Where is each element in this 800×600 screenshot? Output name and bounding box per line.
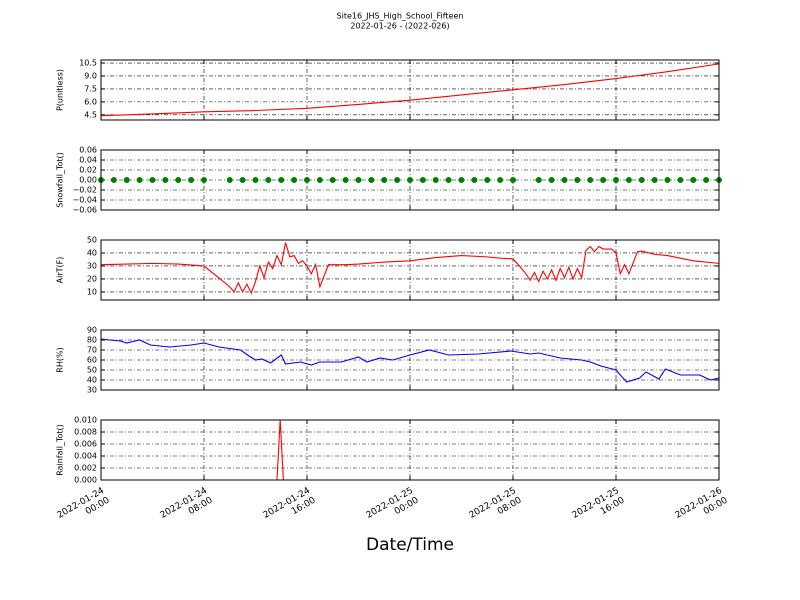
y-tick-label: 0.006 [74, 440, 97, 449]
data-point [175, 177, 182, 183]
data-point [278, 177, 285, 183]
data-point [329, 177, 336, 183]
data-point [484, 177, 491, 183]
data-point [613, 177, 619, 183]
panel-frame [100, 329, 720, 391]
data-point [368, 177, 375, 183]
data-point [561, 177, 568, 183]
y-tick-label: 60 [87, 356, 97, 365]
data-point [471, 177, 478, 183]
data-point [394, 177, 401, 183]
data-line [100, 63, 720, 117]
data-point [600, 177, 607, 183]
data-point [651, 177, 658, 183]
data-point [548, 177, 555, 183]
data-point [625, 177, 632, 183]
y-tick-label: 9.0 [84, 71, 97, 80]
data-point [291, 177, 298, 183]
data-point [188, 177, 195, 183]
data-point [201, 177, 207, 183]
y-tick-label: 70 [87, 346, 97, 355]
data-point [690, 177, 697, 183]
y-tick-label: 0.008 [74, 428, 97, 437]
y-tick-label: 30 [87, 386, 97, 395]
chart-title: Site16_JHS_High_School_Fifteen [337, 12, 464, 21]
y-tick-label: 50 [87, 366, 97, 375]
y-tick-label: 0.000 [74, 476, 97, 485]
y-tick-label: 0.02 [79, 166, 97, 175]
y-tick-label: 80 [87, 336, 97, 345]
data-point [342, 177, 349, 183]
panel-frame [100, 149, 720, 211]
data-point [355, 177, 362, 183]
data-point [664, 177, 671, 183]
data-point [149, 177, 156, 183]
data-point [252, 177, 259, 183]
y-axis-label: AirT(F) [56, 257, 65, 284]
y-axis-label: Rainfall_Tot() [56, 424, 65, 476]
data-point [123, 177, 130, 183]
y-tick-label: 10 [87, 287, 97, 296]
y-tick-label: 10.5 [79, 59, 97, 68]
y-tick-label: 0.010 [74, 416, 97, 425]
data-point [316, 177, 323, 183]
y-tick-label: −0.02 [72, 186, 97, 195]
y-tick-label: −0.04 [72, 196, 97, 205]
y-tick-label: 0.004 [74, 452, 97, 461]
data-point [574, 177, 581, 183]
data-line [100, 338, 720, 383]
y-tick-label: 0.06 [79, 146, 97, 155]
data-point [497, 177, 504, 183]
y-tick-label: 0.00 [79, 176, 97, 185]
y-axis-label: RH(%) [56, 347, 65, 372]
data-point [445, 177, 452, 183]
data-point [136, 177, 143, 183]
x-axis-label: Date/Time [366, 535, 454, 555]
y-tick-label: 40 [87, 248, 97, 257]
data-point [432, 177, 439, 183]
data-point [703, 177, 710, 183]
panel-frame [100, 239, 720, 301]
y-tick-label: 0.002 [74, 464, 97, 473]
data-point [419, 177, 426, 183]
data-point [226, 177, 233, 183]
data-point [265, 177, 272, 183]
y-tick-label: 30 [87, 261, 97, 270]
chart-subtitle: 2022-01-26 - (2022-026) [350, 22, 449, 31]
data-point [458, 177, 465, 183]
y-axis-label: Snowfall_Tot() [56, 152, 65, 208]
data-point [407, 177, 413, 183]
data-point [304, 177, 310, 183]
data-point [110, 177, 117, 183]
y-tick-label: 6.0 [84, 97, 97, 106]
panel-frame [100, 59, 720, 121]
data-point [162, 177, 169, 183]
y-tick-label: 40 [87, 376, 97, 385]
data-point [638, 177, 645, 183]
data-point [535, 177, 542, 183]
data-line [100, 242, 720, 295]
data-point [239, 177, 246, 183]
y-tick-label: 50 [87, 236, 97, 245]
data-point [677, 177, 684, 183]
y-tick-label: 90 [87, 326, 97, 335]
y-tick-label: 4.5 [84, 110, 97, 119]
panel-frame [100, 419, 720, 481]
y-tick-label: 7.5 [84, 84, 97, 93]
y-tick-label: −0.06 [72, 206, 97, 215]
data-point [510, 177, 516, 183]
data-point [381, 177, 388, 183]
data-point [587, 177, 594, 183]
y-axis-label: P(unitless) [56, 69, 65, 111]
y-tick-label: 20 [87, 274, 97, 283]
y-tick-label: 0.04 [79, 156, 97, 165]
